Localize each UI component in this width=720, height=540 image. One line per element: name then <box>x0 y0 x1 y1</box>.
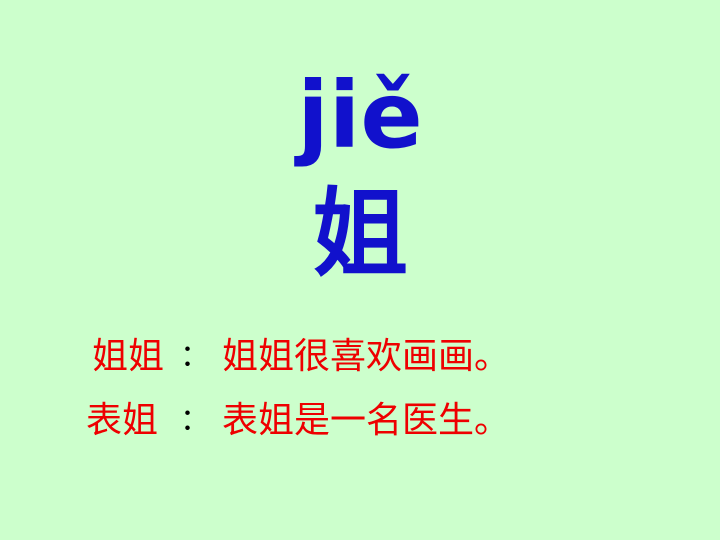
example-colon: ： <box>180 339 210 374</box>
example-row: 表姐 ： 表姐是一名医生。 <box>0 398 720 444</box>
example-word: 表姐 <box>86 400 159 441</box>
example-row: 姐姐 ： 姐姐很喜欢画画。 <box>0 334 720 380</box>
example-sentence: 表姐是一名医生。 <box>222 400 511 441</box>
example-word: 姐姐 <box>92 336 165 377</box>
example-sentence: 姐姐很喜欢画画。 <box>222 336 511 377</box>
pinyin-title: jiě <box>297 62 423 169</box>
character-title: 姐 <box>312 178 408 290</box>
example-colon: ： <box>180 403 210 438</box>
